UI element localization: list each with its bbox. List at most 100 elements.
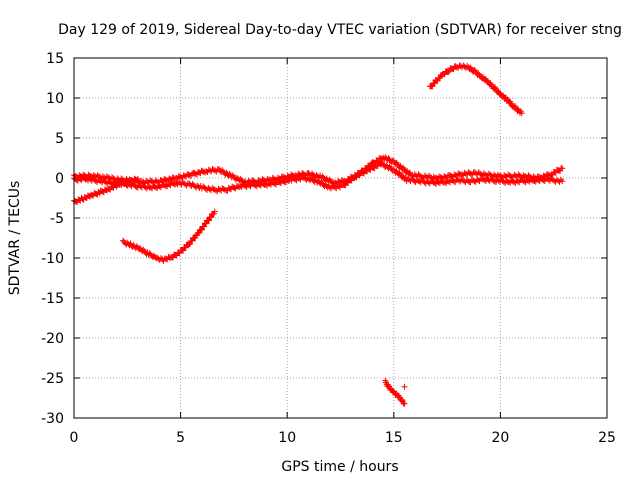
- data-point: [289, 175, 296, 182]
- data-point: [294, 174, 301, 181]
- plot-frame: [73, 57, 608, 419]
- data-point: [187, 172, 194, 179]
- data-point: [559, 165, 566, 172]
- data-point: [334, 182, 341, 189]
- data-point: [150, 182, 157, 189]
- y-tick-label: -30: [41, 411, 64, 427]
- y-tick-label: -25: [41, 371, 64, 387]
- data-point: [430, 173, 437, 180]
- data-point: [447, 172, 454, 179]
- data-point: [425, 179, 432, 186]
- series-arc-high: [427, 62, 525, 117]
- data-point: [92, 177, 99, 184]
- data-point: [155, 182, 162, 189]
- data-point: [446, 172, 453, 179]
- data-point: [468, 176, 475, 183]
- y-axis-label: SDTVAR / TECUs: [7, 181, 23, 296]
- data-point: [206, 217, 213, 224]
- data-point: [81, 175, 88, 182]
- data-point: [520, 172, 527, 179]
- y-tick-label: 10: [46, 91, 64, 107]
- data-point: [186, 241, 193, 248]
- data-point: [211, 208, 218, 215]
- y-tick-label: -5: [50, 211, 64, 227]
- data-point: [445, 69, 452, 76]
- data-point: [153, 178, 160, 185]
- y-tick-label: -10: [41, 251, 64, 267]
- data-point: [265, 180, 272, 187]
- y-tick-label: 0: [55, 171, 64, 187]
- x-tick-label: 15: [385, 430, 403, 446]
- series-arc-dip: [120, 208, 218, 264]
- data-point: [461, 63, 468, 70]
- data-point: [451, 171, 458, 178]
- data-point: [144, 178, 151, 185]
- x-tick-label: 20: [491, 430, 509, 446]
- series-isolated-point: [401, 383, 408, 390]
- data-point: [106, 179, 113, 186]
- x-tick-label: 10: [278, 430, 296, 446]
- data-point: [149, 178, 156, 185]
- data-point: [270, 179, 277, 186]
- data-point: [477, 175, 484, 182]
- data-point: [507, 173, 514, 180]
- data-point: [441, 173, 448, 180]
- data-point: [473, 176, 480, 183]
- data-point: [413, 176, 420, 183]
- data-point: [330, 183, 337, 190]
- data-point: [291, 175, 298, 182]
- data-point: [133, 176, 140, 183]
- data-point: [528, 177, 535, 184]
- series-arc-baseline-lower: [71, 159, 566, 195]
- data-point: [192, 234, 199, 241]
- data-point: [518, 110, 525, 117]
- chart-title: Day 129 of 2019, Sidereal Day-to-day VTE…: [58, 22, 622, 38]
- data-points: [71, 62, 566, 407]
- data-point: [134, 175, 141, 182]
- data-point: [203, 220, 210, 227]
- data-point: [482, 171, 489, 178]
- data-point: [198, 226, 205, 233]
- data-point: [470, 177, 477, 184]
- x-tick-label: 25: [598, 430, 616, 446]
- data-point: [452, 63, 459, 70]
- grid: [74, 58, 607, 418]
- data-point: [449, 177, 456, 184]
- data-point: [208, 214, 215, 221]
- series-arc-low: [382, 377, 408, 407]
- series-arc-rising-start: [71, 175, 141, 206]
- data-point: [298, 173, 305, 180]
- data-point: [557, 176, 564, 183]
- data-point: [189, 238, 196, 245]
- data-point: [490, 177, 497, 184]
- x-tick-label: 0: [70, 430, 79, 446]
- x-axis-label: GPS time / hours: [281, 459, 398, 475]
- data-point: [503, 177, 510, 184]
- data-point: [132, 183, 139, 190]
- data-point: [264, 176, 271, 183]
- data-point: [209, 185, 216, 192]
- data-point: [226, 170, 233, 177]
- data-point: [439, 178, 446, 185]
- data-point: [464, 178, 471, 185]
- data-point: [85, 171, 92, 178]
- data-point: [429, 83, 436, 90]
- x-tick-label: 5: [176, 430, 185, 446]
- data-point: [145, 183, 152, 190]
- y-tick-label: 5: [55, 131, 64, 147]
- y-tick-label: -20: [41, 331, 64, 347]
- y-tick-label: 15: [46, 51, 64, 67]
- data-point: [260, 181, 267, 188]
- data-point: [196, 230, 203, 237]
- data-point: [401, 383, 408, 390]
- data-point: [444, 177, 451, 184]
- data-point: [329, 182, 336, 189]
- data-point: [401, 400, 408, 407]
- y-tick-label: -15: [41, 291, 64, 307]
- data-point: [455, 170, 462, 177]
- data-point: [221, 186, 228, 193]
- data-point: [151, 183, 158, 190]
- data-point: [559, 178, 566, 185]
